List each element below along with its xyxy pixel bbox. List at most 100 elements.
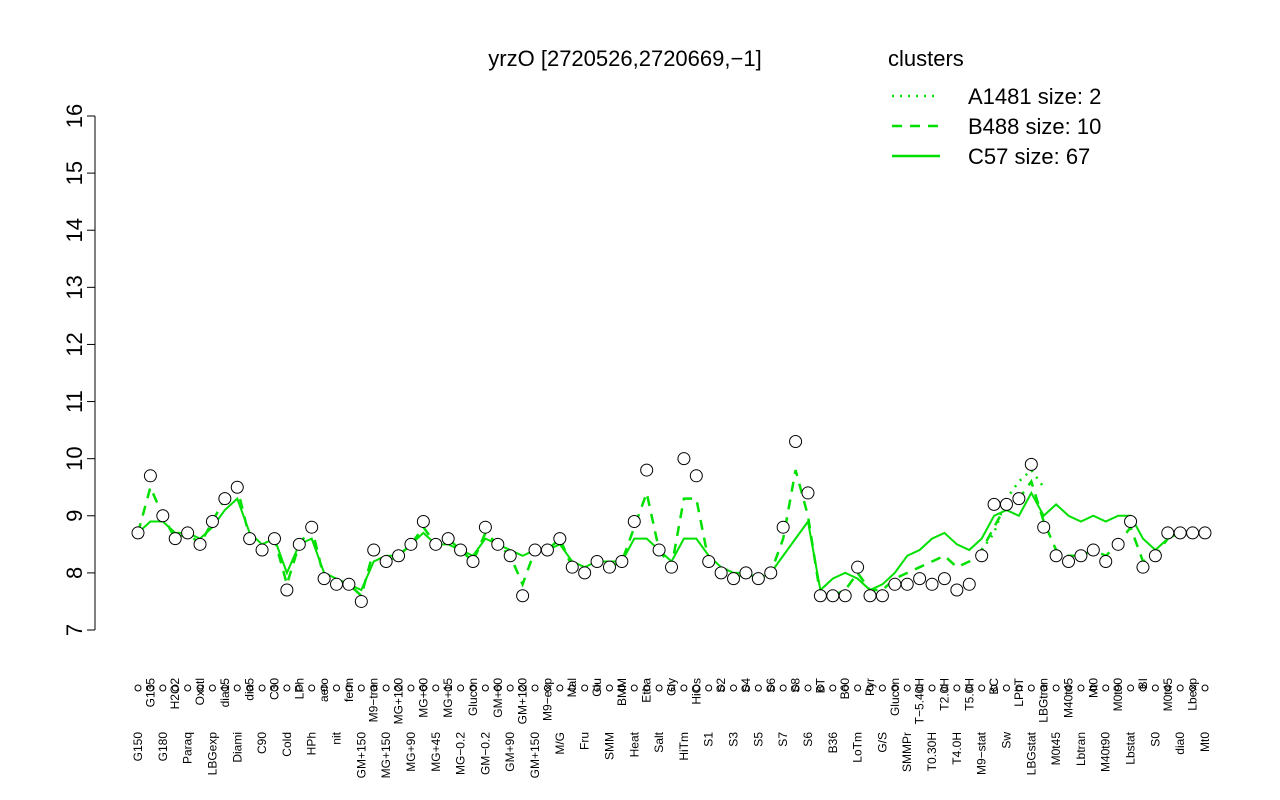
data-point <box>652 543 666 557</box>
data-point <box>429 537 443 551</box>
data-point <box>801 486 815 500</box>
x-marker <box>1002 684 1010 692</box>
x-tick-label: HPh <box>305 732 319 755</box>
data-point <box>205 514 219 528</box>
chart-title: yrzO [2720526,2720669,−1] <box>488 46 761 71</box>
x-tick-label: Oxctl <box>193 678 207 705</box>
x-marker <box>196 684 204 692</box>
x-marker <box>308 684 316 692</box>
data-point <box>342 577 356 591</box>
x-marker <box>457 684 465 692</box>
data-point <box>305 520 319 534</box>
x-tick-label: G180 <box>156 732 170 762</box>
data-point <box>627 514 641 528</box>
x-marker <box>208 684 216 692</box>
x-marker <box>246 684 254 692</box>
data-point <box>156 509 170 523</box>
x-marker <box>903 684 911 692</box>
x-tick-label: Sw <box>999 732 1013 749</box>
y-tick-label: 16 <box>62 104 87 128</box>
x-marker <box>1164 684 1172 692</box>
x-tick-label: LoTm <box>851 732 865 763</box>
x-marker <box>320 684 328 692</box>
x-tick-label: MG+90 <box>404 732 418 772</box>
x-marker <box>171 684 179 692</box>
x-tick-label: M/G <box>553 732 567 755</box>
x-marker <box>742 684 750 692</box>
x-tick-label: LBGexp <box>205 732 219 776</box>
x-tick-label: C90 <box>255 732 269 754</box>
legend-label: A1481 size: 2 <box>968 84 1101 109</box>
x-marker <box>854 684 862 692</box>
data-point <box>416 514 430 528</box>
x-marker <box>568 684 576 692</box>
x-marker <box>1077 684 1085 692</box>
x-marker <box>841 684 849 692</box>
x-marker <box>866 684 874 692</box>
x-tick-label: M0t45 <box>1161 678 1175 712</box>
x-tick-label: GM+60 <box>491 678 505 718</box>
x-tick-label: M40t45 <box>1062 678 1076 718</box>
x-tick-label: S0 <box>1148 732 1162 747</box>
legend-label: B488 size: 10 <box>968 114 1101 139</box>
x-marker <box>395 684 403 692</box>
data-point <box>950 583 964 597</box>
data-point <box>1124 514 1138 528</box>
y-tick-label: 13 <box>62 275 87 299</box>
data-point <box>243 532 257 546</box>
data-point <box>503 549 517 563</box>
data-point <box>230 480 244 494</box>
x-marker <box>519 684 527 692</box>
x-tick-label: MG+150 <box>379 732 393 779</box>
x-tick-label: T2.0H <box>937 678 951 711</box>
x-marker <box>1139 684 1147 692</box>
data-point <box>739 566 753 580</box>
x-tick-label: dia15 <box>218 678 232 708</box>
data-point <box>1173 526 1187 540</box>
data-point <box>615 554 629 568</box>
x-marker <box>295 684 303 692</box>
x-marker <box>705 684 713 692</box>
x-marker <box>531 684 539 692</box>
data-point <box>565 560 579 574</box>
x-tick-label: Salt <box>652 731 666 752</box>
x-tick-label: Pyr <box>863 678 877 696</box>
x-marker <box>593 684 601 692</box>
data-point <box>181 526 195 540</box>
data-point <box>1024 457 1038 471</box>
x-tick-label: S4 <box>739 678 753 693</box>
y-tick-label: 9 <box>62 510 87 522</box>
x-marker <box>134 684 142 692</box>
x-marker <box>1040 684 1048 692</box>
x-marker <box>605 684 613 692</box>
x-marker <box>1176 684 1184 692</box>
x-tick-label: Lbtran <box>1074 732 1088 766</box>
x-tick-label: M9−stat <box>975 731 989 775</box>
x-tick-label: S6 <box>764 678 778 693</box>
x-tick-label: B36 <box>826 732 840 754</box>
x-tick-label: M40t90 <box>1099 732 1113 772</box>
x-tick-label: LBGtran <box>1037 678 1051 723</box>
data-point <box>131 526 145 540</box>
data-point <box>553 532 567 546</box>
data-point <box>813 589 827 603</box>
x-marker <box>221 684 229 692</box>
x-tick-label: H2O2 <box>168 678 182 710</box>
data-point <box>218 492 232 506</box>
data-point <box>392 549 406 563</box>
data-point <box>168 532 182 546</box>
data-point <box>367 543 381 557</box>
x-tick-label: S5 <box>751 732 765 747</box>
data-point <box>1136 560 1150 574</box>
x-tick-label: G135 <box>143 678 157 708</box>
x-tick-label: SMMPr <box>900 732 914 772</box>
x-tick-label: M9−tran <box>367 678 381 722</box>
x-tick-label: dia5 <box>243 678 257 701</box>
data-point <box>1198 526 1212 540</box>
x-tick-label: G150 <box>131 732 145 762</box>
data-point <box>280 583 294 597</box>
x-marker <box>581 684 589 692</box>
x-marker <box>928 684 936 692</box>
